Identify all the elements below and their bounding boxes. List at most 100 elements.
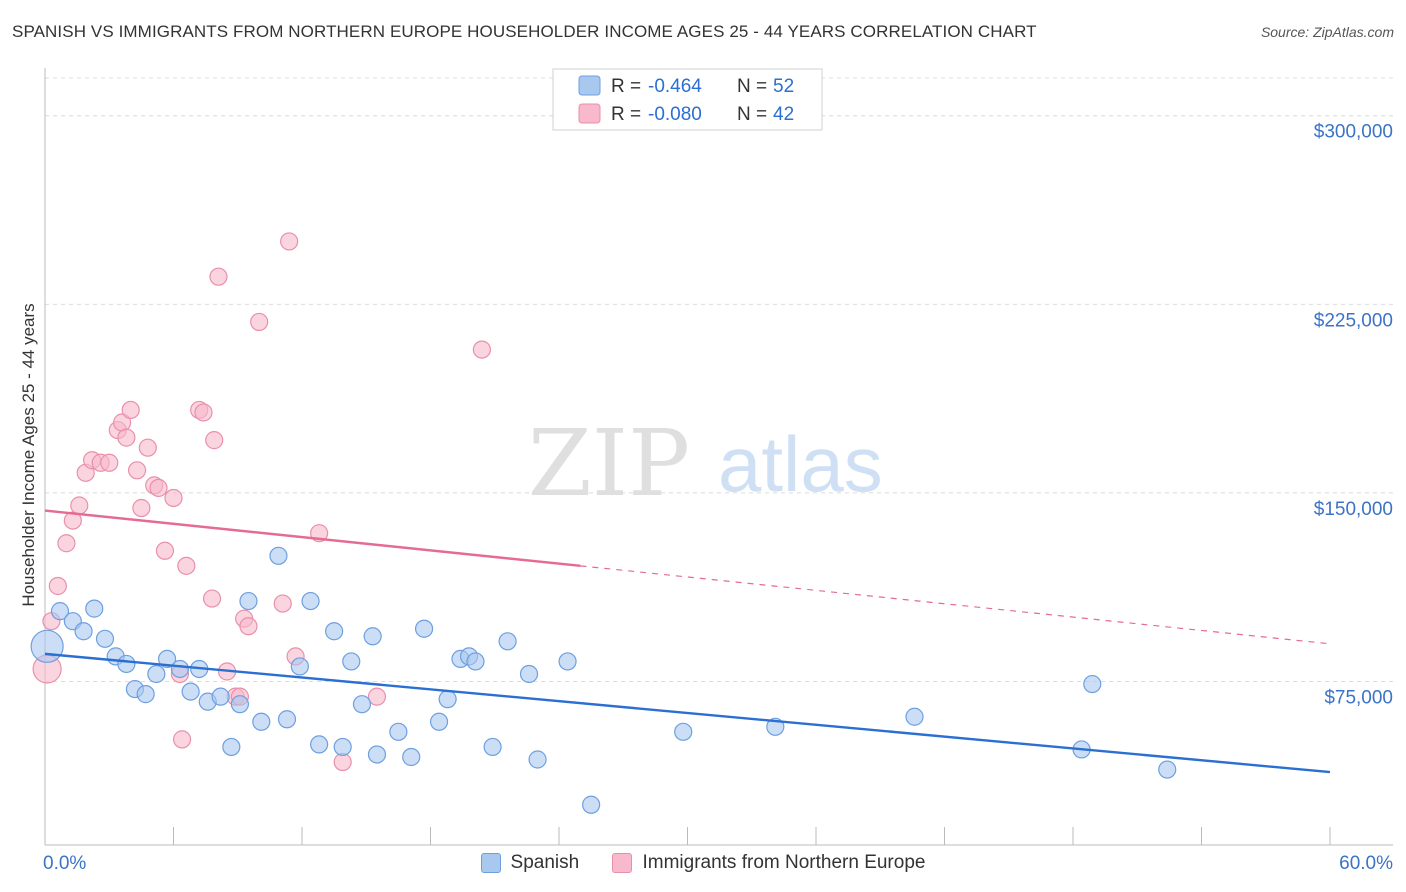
trend-line-northern-europe-extension xyxy=(580,565,1331,645)
point-spanish xyxy=(905,707,924,726)
legend-n-label: N = xyxy=(737,76,767,97)
point-spanish xyxy=(333,737,352,757)
grid-lines xyxy=(45,77,1393,683)
point-northern-europe xyxy=(472,340,491,359)
point-northern-europe xyxy=(57,534,76,553)
point-spanish xyxy=(438,690,457,709)
correlation-legend: R = -0.464 N = 52 R = -0.080 N = 42 xyxy=(552,68,823,131)
point-spanish xyxy=(74,622,93,641)
point-spanish xyxy=(30,629,64,663)
point-spanish xyxy=(352,695,372,714)
legend-n-label: N = xyxy=(737,104,767,125)
point-northern-europe xyxy=(273,594,292,613)
legend-swatch-northern-europe xyxy=(612,853,633,873)
legend-n-value: 52 xyxy=(773,76,794,97)
legend-swatch-spanish xyxy=(480,853,501,873)
point-spanish xyxy=(50,602,70,621)
point-spanish xyxy=(230,695,249,714)
legend-n-value: 42 xyxy=(773,104,794,125)
data-points xyxy=(30,232,1177,814)
point-spanish xyxy=(136,685,155,704)
point-spanish xyxy=(117,654,136,674)
point-northern-europe xyxy=(239,617,258,636)
point-spanish xyxy=(170,659,190,679)
point-spanish xyxy=(239,591,258,611)
point-northern-europe xyxy=(149,478,168,498)
point-northern-europe xyxy=(48,576,67,596)
point-spanish xyxy=(147,664,166,684)
point-spanish xyxy=(181,682,200,701)
source-label: Source: ZipAtlas.com xyxy=(1260,24,1394,40)
point-northern-europe xyxy=(209,267,228,286)
point-northern-europe xyxy=(63,511,82,530)
watermark-zip: ZIP xyxy=(528,410,690,517)
point-spanish xyxy=(466,652,485,671)
point-spanish xyxy=(389,722,408,741)
point-spanish xyxy=(519,664,539,684)
chart-title: SPANISH VS IMMIGRANTS FROM NORTHERN EURO… xyxy=(12,22,1037,41)
point-northern-europe xyxy=(367,687,387,706)
trend-line-northern-europe xyxy=(44,509,581,568)
point-spanish xyxy=(325,622,344,641)
point-northern-europe xyxy=(155,541,175,560)
legend-swatch-spanish xyxy=(578,75,601,96)
legend-item-northern-europe: Immigrants from Northern Europe xyxy=(612,852,925,874)
legend-r-value: -0.080 xyxy=(648,104,702,125)
legend-label-northern-europe: Immigrants from Northern Europe xyxy=(642,852,926,873)
point-spanish xyxy=(95,629,115,648)
point-spanish xyxy=(157,649,177,669)
point-spanish xyxy=(528,750,547,769)
point-spanish xyxy=(558,652,577,671)
x-tick-labels: 0.0% 60.0% xyxy=(43,853,1393,874)
point-northern-europe xyxy=(250,312,269,332)
point-spanish xyxy=(483,737,502,757)
point-spanish xyxy=(429,712,449,731)
point-northern-europe xyxy=(127,461,147,480)
y-axis-label: Householder Income Ages 25 - 44 years xyxy=(19,303,38,606)
point-spanish xyxy=(252,712,271,731)
point-northern-europe xyxy=(177,556,196,575)
point-northern-europe xyxy=(333,752,352,772)
point-spanish xyxy=(402,747,421,767)
point-northern-europe xyxy=(117,428,136,447)
point-spanish xyxy=(1083,674,1102,694)
point-spanish xyxy=(222,737,241,757)
axes xyxy=(44,68,1393,846)
point-spanish xyxy=(301,591,320,611)
trend-lines xyxy=(44,509,1331,774)
point-northern-europe xyxy=(202,589,222,608)
y-tick-label: $150,000 xyxy=(1314,499,1393,520)
point-spanish xyxy=(582,795,601,814)
point-northern-europe xyxy=(100,453,119,472)
point-spanish xyxy=(414,619,434,638)
point-spanish xyxy=(363,627,382,646)
point-spanish xyxy=(674,722,693,741)
legend-label-spanish: Spanish xyxy=(510,852,580,873)
point-northern-europe xyxy=(280,232,299,251)
x-tick-label: 60.0% xyxy=(1339,853,1393,874)
point-spanish xyxy=(211,687,230,706)
point-spanish xyxy=(85,599,104,618)
point-spanish xyxy=(342,652,361,671)
point-spanish xyxy=(290,657,309,676)
point-northern-europe xyxy=(205,431,224,450)
y-tick-label: $75,000 xyxy=(1324,688,1393,709)
point-spanish xyxy=(1158,760,1177,779)
legend-item-spanish: Spanish xyxy=(480,852,580,874)
point-northern-europe xyxy=(121,400,140,420)
legend-r-label: R = xyxy=(611,104,641,125)
point-spanish xyxy=(269,546,288,565)
y-tick-label: $300,000 xyxy=(1314,122,1393,143)
trend-line-spanish xyxy=(44,652,1331,774)
legend-r-value: -0.464 xyxy=(648,76,702,97)
point-spanish xyxy=(310,735,329,754)
legend-swatch-northern-europe xyxy=(578,103,601,124)
point-northern-europe xyxy=(194,403,213,422)
point-northern-europe xyxy=(70,496,89,515)
point-northern-europe xyxy=(164,488,183,508)
watermark-atlas: atlas xyxy=(718,420,883,508)
point-northern-europe xyxy=(132,498,151,518)
point-spanish xyxy=(367,745,387,764)
point-spanish xyxy=(498,632,517,651)
